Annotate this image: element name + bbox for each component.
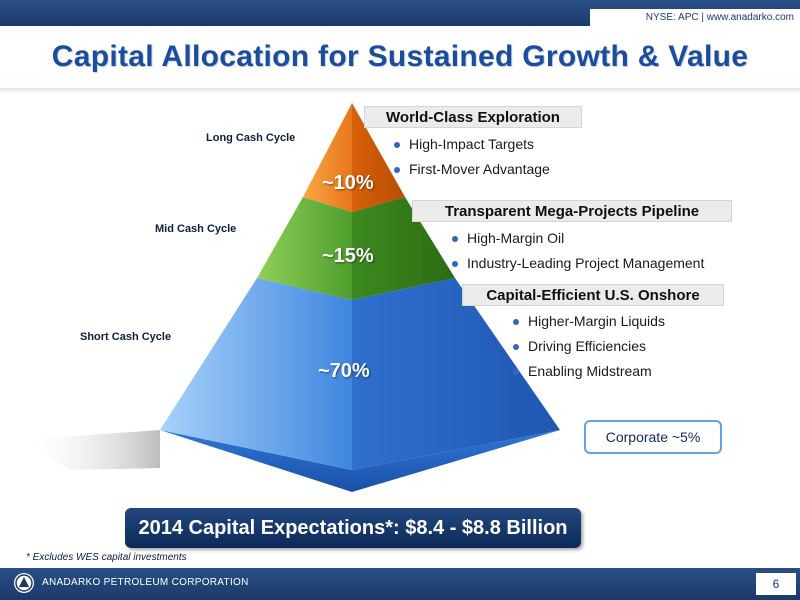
label-mid-cash-cycle: Mid Cash Cycle xyxy=(155,223,237,235)
bullet-dot-icon xyxy=(513,369,519,376)
pct-mega-projects: ~15% xyxy=(322,245,374,267)
ticker-label: NYSE: APC | www.anadarko.com xyxy=(590,9,800,26)
tier-bottom-left-face xyxy=(160,278,352,470)
heading-mega-projects-pipeline: Transparent Mega-Projects Pipeline xyxy=(412,200,732,222)
tier-middle-left-face xyxy=(257,197,352,300)
pct-exploration: ~10% xyxy=(322,172,374,194)
bullet-item: Industry-Leading Project Management xyxy=(452,255,704,271)
tier-bottom-right-face xyxy=(352,278,560,470)
corporate-allocation-box: Corporate ~5% xyxy=(584,420,722,454)
capital-expectations-banner: 2014 Capital Expectations*: $8.4 - $8.8 … xyxy=(125,508,581,548)
label-short-cash-cycle: Short Cash Cycle xyxy=(80,331,172,343)
heading-world-class-exploration: World-Class Exploration xyxy=(364,106,582,128)
bullet-dot-icon xyxy=(513,344,519,351)
bullet-dot-icon xyxy=(394,167,400,174)
anadarko-logo-icon xyxy=(14,573,34,593)
pyramid-graphic xyxy=(20,103,560,492)
page-number: 6 xyxy=(756,573,796,595)
bullet-item: Higher-Margin Liquids xyxy=(513,313,665,329)
tier-top-right-face xyxy=(352,103,405,212)
bullet-item: Enabling Midstream xyxy=(513,363,652,379)
title-divider xyxy=(0,88,800,94)
label-long-cash-cycle: Long Cash Cycle xyxy=(206,132,296,144)
bullet-dot-icon xyxy=(452,236,458,243)
bullet-item: Driving Efficiencies xyxy=(513,338,646,354)
heading-us-onshore: Capital-Efficient U.S. Onshore xyxy=(462,284,724,306)
bullet-dot-icon xyxy=(394,142,400,149)
bullet-item: High-Impact Targets xyxy=(394,136,534,152)
footnote: * Excludes WES capital investments xyxy=(26,552,187,563)
bullet-dot-icon xyxy=(452,261,458,268)
footer-bar: ANADARKO PETROLEUM CORPORATION 6 xyxy=(0,568,800,600)
pct-us-onshore: ~70% xyxy=(318,360,370,382)
header-bar: NYSE: APC | www.anadarko.com xyxy=(0,0,800,26)
slide-title: Capital Allocation for Sustained Growth … xyxy=(51,40,749,73)
tier-top-left-face xyxy=(303,103,352,212)
pyramid-base xyxy=(160,430,560,492)
bullet-dot-icon xyxy=(513,319,519,326)
bullet-item: First-Mover Advantage xyxy=(394,161,550,177)
bullet-item: High-Margin Oil xyxy=(452,230,564,246)
company-name: ANADARKO PETROLEUM CORPORATION xyxy=(42,577,249,588)
pyramid-shadow xyxy=(20,430,160,470)
tier-middle-right-face xyxy=(352,197,455,300)
